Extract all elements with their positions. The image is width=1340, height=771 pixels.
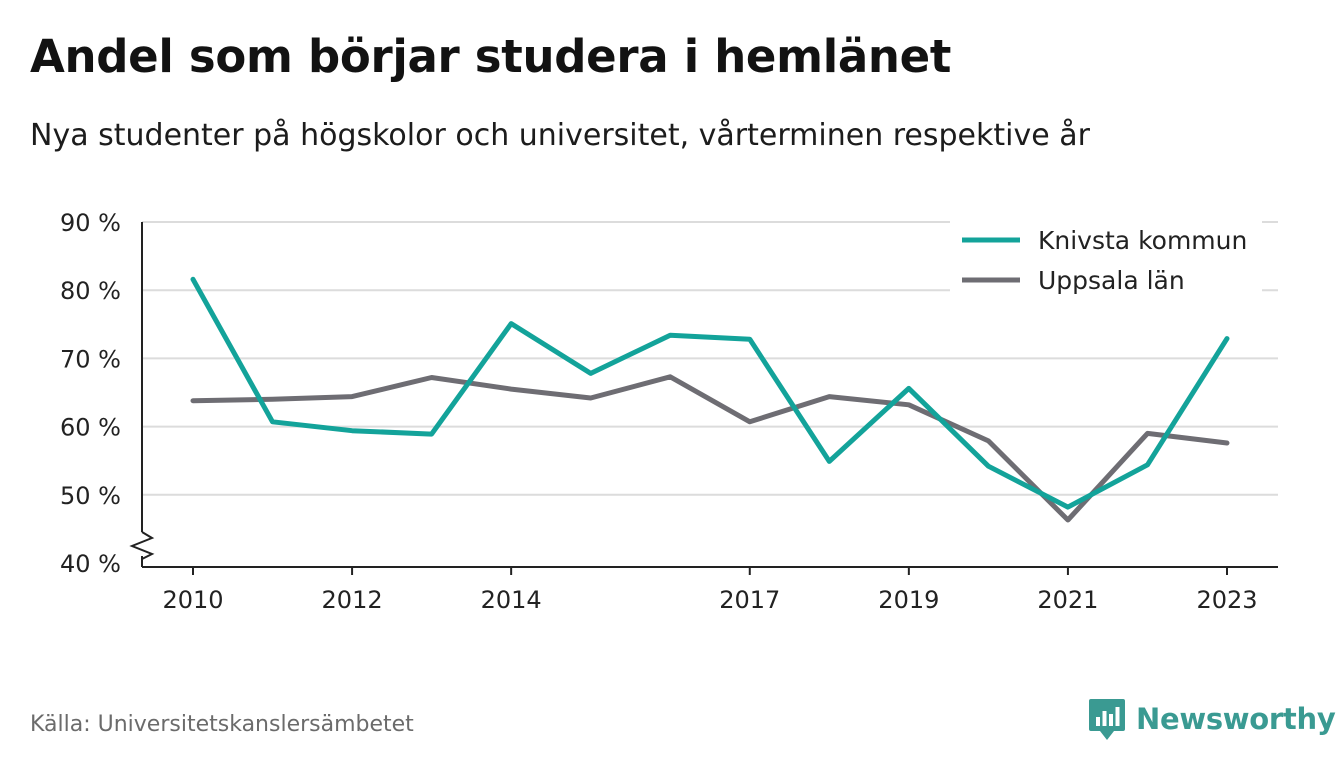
- chart-subtitle: Nya studenter på högskolor och universit…: [30, 118, 1090, 153]
- legend-label: Knivsta kommun: [1038, 226, 1247, 255]
- x-tick-label: 2014: [481, 586, 542, 614]
- source-note: Källa: Universitetskanslersämbetet: [30, 712, 414, 737]
- x-tick-label: 2012: [322, 586, 383, 614]
- series-line-uppsala-lan: [190, 374, 1230, 523]
- x-tick-label: 2023: [1196, 586, 1257, 614]
- series-lines: [190, 276, 1230, 523]
- y-tick-label: 90 %: [60, 209, 121, 237]
- legend-label: Uppsala län: [1038, 266, 1185, 295]
- y-tick-label: 50 %: [60, 482, 121, 510]
- x-tick-label: 2019: [878, 586, 939, 614]
- series-line-knivsta-kommun: [190, 276, 1230, 510]
- y-tick-label: 80 %: [60, 277, 121, 305]
- axes: 40 % 50 % 60 % 70 % 80 % 90 % 2010 2012 2014 2017…: [60, 209, 1278, 614]
- y-tick-label: 60 %: [60, 414, 121, 442]
- legend: Knivsta kommun Uppsala län: [950, 220, 1262, 295]
- x-tick-label: 2021: [1037, 586, 1098, 614]
- x-tick-label: 2017: [719, 586, 780, 614]
- brand: Newsworthy: [1088, 697, 1336, 741]
- y-tick-label: 70 %: [60, 345, 121, 373]
- brand-name: Newsworthy: [1136, 702, 1336, 736]
- axis-break-marker: [129, 531, 155, 560]
- x-tick-label: 2010: [162, 586, 223, 614]
- y-tick-label: 40 %: [60, 550, 121, 578]
- newsworthy-logo-icon: [1089, 699, 1125, 740]
- chart-title: Andel som börjar studera i hemlänet: [30, 30, 952, 83]
